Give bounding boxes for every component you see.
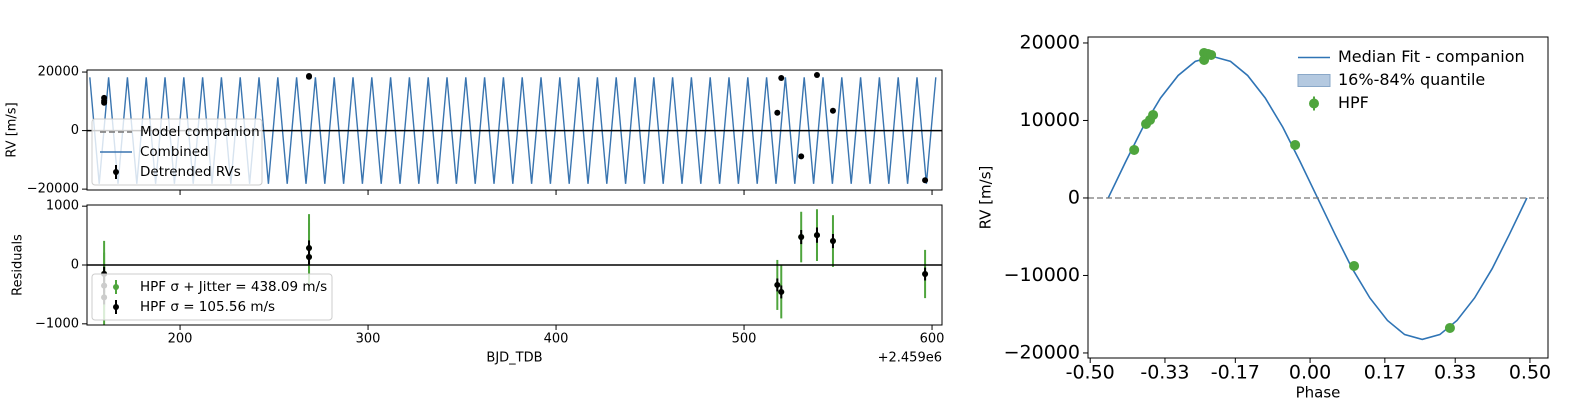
x-tick-label: 400: [544, 332, 569, 347]
data-point: [1290, 139, 1301, 150]
x-offset-label: +2.459e6: [878, 351, 942, 366]
x-tick-label: 0.00: [1289, 362, 1331, 384]
legend-swatch: [113, 169, 119, 175]
legend-swatch: [113, 284, 119, 290]
x-tick-label: 200: [168, 332, 193, 347]
legend: Model companion Combined Detrended RVs: [91, 118, 263, 186]
plot-area: [1088, 47, 1548, 341]
data-point: [813, 72, 820, 79]
data-point: [306, 73, 313, 80]
legend-frame: [91, 118, 263, 186]
legend-label: Median Fit - companion: [1338, 47, 1525, 66]
x-tick-label: 300: [356, 332, 381, 347]
y-tick-label: 0: [71, 258, 79, 273]
legend-label: Combined: [140, 144, 209, 160]
data-point: [306, 245, 313, 252]
data-point: [922, 271, 929, 277]
legend-swatch: [1309, 98, 1319, 109]
y-tick-label: −10000: [1004, 264, 1080, 286]
x-tick-label: 0.50: [1509, 362, 1551, 384]
data-point: [774, 109, 781, 116]
data-point: [101, 99, 108, 106]
data-point: [778, 288, 785, 295]
data-point: [1444, 322, 1455, 333]
y-tick-label: 1000: [46, 199, 79, 214]
x-tick-label: -0.33: [1140, 362, 1189, 384]
x-axis-label: BJD_TDB: [486, 351, 542, 366]
legend-swatch: [1297, 74, 1331, 87]
y-axis-label: RV [m/s]: [977, 166, 995, 230]
legend-swatch: [113, 304, 119, 310]
legend: HPF σ + Jitter = 438.09 m/s HPF σ = 105.5…: [91, 273, 333, 321]
x-tick-label: -0.17: [1211, 362, 1260, 384]
data-point: [798, 234, 805, 241]
data-point: [1129, 144, 1140, 155]
data-point: [1206, 49, 1217, 60]
data-point: [1148, 109, 1159, 120]
data-point: [829, 238, 836, 245]
x-tick-label: -0.50: [1066, 362, 1115, 384]
legend: Median Fit - companion 16%-84% quantile HP…: [1297, 47, 1525, 112]
y-tick-label: 0: [71, 123, 79, 138]
y-axis-label: RV [m/s]: [5, 102, 20, 157]
legend-label: HPF σ = 105.56 m/s: [140, 299, 275, 315]
y-tick-label: 20000: [1020, 31, 1080, 53]
y-tick-label: −1000: [35, 316, 79, 331]
x-axis-label: Phase: [1296, 384, 1341, 402]
data-point: [798, 153, 805, 160]
legend-label: Model companion: [140, 124, 260, 140]
x-tick-label: 0.33: [1434, 362, 1476, 384]
data-point: [774, 281, 781, 288]
legend-frame: [91, 273, 333, 321]
y-tick-label: −20000: [27, 182, 79, 197]
legend-label: 16%-84% quantile: [1338, 70, 1485, 89]
x-tick-label: 500: [732, 332, 757, 347]
y-tick-label: 10000: [1020, 109, 1080, 131]
y-tick-label: 20000: [38, 65, 79, 80]
data-point: [778, 75, 785, 82]
y-axis-label: Residuals: [11, 234, 26, 296]
data-point: [306, 254, 313, 260]
legend-label: HPF σ + Jitter = 438.09 m/s: [140, 279, 327, 295]
plot-frame: [86, 204, 943, 326]
x-tick-label: 0.17: [1364, 362, 1406, 384]
data-point: [829, 107, 836, 114]
y-tick-label: −20000: [1004, 341, 1080, 363]
legend-label: HPF: [1338, 93, 1369, 112]
y-tick-label: 0: [1068, 186, 1080, 208]
plot-frame: [86, 69, 943, 191]
legend-label: Detrended RVs: [140, 164, 241, 180]
data-point: [922, 177, 929, 184]
data-point: [1349, 260, 1360, 271]
x-tick-label: 600: [920, 332, 945, 347]
data-point: [813, 232, 820, 239]
plot-frame: [1087, 36, 1549, 359]
